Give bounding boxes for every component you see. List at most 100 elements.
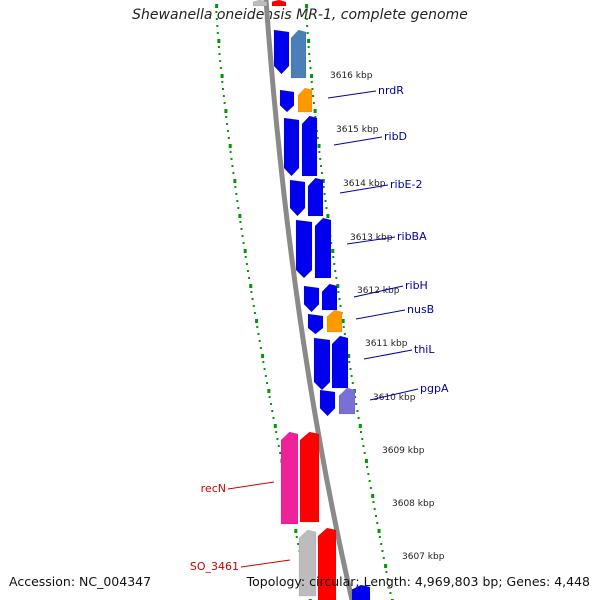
gene-feature-arrow <box>351 584 371 600</box>
gene-feature-arrow <box>298 529 317 597</box>
ring-tick-mark <box>325 207 328 209</box>
ring-tick-mark <box>233 179 237 183</box>
gene-feature-arrow <box>307 177 324 217</box>
ring-tick-mark <box>335 277 338 279</box>
kbp-tick-label: 3607 kbp <box>402 552 445 562</box>
ring-tick-mark <box>310 74 314 78</box>
ring-tick-mark <box>334 270 337 272</box>
ring-tick-mark <box>234 186 237 188</box>
ring-tick-mark <box>378 536 381 538</box>
gene-label: recN <box>201 482 226 495</box>
ring-tick-mark <box>272 417 275 419</box>
ring-tick-mark <box>257 333 260 335</box>
ring-tick-mark <box>277 445 280 447</box>
ring-tick-mark <box>350 375 353 377</box>
ring-tick-mark <box>222 88 225 90</box>
ring-tick-mark <box>255 319 259 323</box>
gene-label: ribBA <box>397 230 427 243</box>
ring-tick-mark <box>322 186 325 188</box>
gene-label: SO_3461 <box>190 560 239 573</box>
ring-tick-mark <box>366 466 369 468</box>
gene-label-leader-line <box>369 388 419 401</box>
ring-tick-mark <box>240 228 243 230</box>
ring-tick-mark <box>320 165 323 167</box>
ring-tick-mark <box>231 165 234 167</box>
ring-tick-mark <box>261 354 265 358</box>
ring-tick-mark <box>368 480 371 482</box>
ring-tick-mark <box>323 193 326 195</box>
ring-tick-mark <box>230 158 233 160</box>
ring-tick-mark <box>216 25 219 27</box>
ring-tick-mark <box>294 529 298 533</box>
kbp-tick-label: 3610 kbp <box>373 393 416 403</box>
ring-tick-mark <box>243 249 247 253</box>
ring-tick-mark <box>249 284 253 288</box>
ring-tick-mark <box>331 249 335 253</box>
gene-feature-arrow <box>317 527 337 600</box>
ring-tick-mark <box>239 221 242 223</box>
ring-tick-mark <box>386 578 389 580</box>
ring-tick-mark <box>267 389 271 393</box>
ring-tick-mark <box>310 81 313 83</box>
gene-feature-arrow <box>252 0 268 7</box>
ring-tick-mark <box>324 200 327 202</box>
ring-tick-mark <box>384 564 388 568</box>
ring-tick-mark <box>308 60 311 62</box>
ring-tick-mark <box>305 18 308 20</box>
kbp-ticks: 3616 kbp 3615 kbp 3614 kbp 3613 kbp 3612 kbp… <box>330 71 445 562</box>
ring-tick-mark <box>262 361 265 363</box>
ring-tick-mark <box>268 396 271 398</box>
gene-feature-arrow <box>338 387 356 415</box>
gene-feature-arrow <box>290 29 307 79</box>
ring-tick-mark <box>220 74 224 78</box>
ring-tick-mark <box>241 235 244 237</box>
gene-label: pgpA <box>420 382 449 395</box>
gene-label-leader-line <box>227 481 275 490</box>
ring-tick-mark <box>351 382 354 384</box>
ring-tick-mark <box>342 326 345 328</box>
ring-tick-mark <box>219 60 222 62</box>
ring-tick-mark <box>362 445 365 447</box>
ring-tick-mark <box>318 151 321 153</box>
ring-tick-mark <box>221 81 224 83</box>
ring-tick-mark <box>373 508 376 510</box>
gene-feature-arrow <box>321 283 338 311</box>
ring-tick-mark <box>305 4 309 8</box>
ring-tick-mark <box>369 487 372 489</box>
ring-tick-mark <box>357 417 360 419</box>
ring-tick-mark <box>363 452 366 454</box>
kbp-tick-label: 3615 kbp <box>336 125 379 135</box>
ring-tick-mark <box>389 592 392 594</box>
ring-tick-mark <box>333 263 336 265</box>
gene-label-leader-line <box>339 184 389 194</box>
ring-tick-mark <box>223 102 226 104</box>
ring-tick-mark <box>377 529 381 533</box>
ring-tick-mark <box>250 291 253 293</box>
ring-tick-mark <box>219 67 222 69</box>
ring-tick-mark <box>226 130 229 132</box>
gene-feature-arrow <box>297 87 313 113</box>
ring-tick-mark <box>229 151 232 153</box>
gene-feature-arrow <box>279 89 295 113</box>
gene-feature-arrow <box>331 335 349 389</box>
kbp-tick-label: 3611 kbp <box>365 339 408 349</box>
gene-label: ribE-2 <box>390 178 422 191</box>
ring-tick-mark <box>242 242 245 244</box>
gene-features <box>252 0 371 600</box>
ring-tick-mark <box>227 137 230 139</box>
ring-tick-mark <box>316 137 319 139</box>
ring-tick-mark <box>385 571 388 573</box>
ring-tick-mark <box>341 319 345 323</box>
ring-tick-mark <box>354 396 357 398</box>
ring-tick-mark <box>266 382 269 384</box>
ring-tick-mark <box>381 550 384 552</box>
gene-label-leader-line <box>363 349 413 360</box>
gene-feature-arrow <box>280 431 299 525</box>
ring-tick-mark <box>336 284 340 288</box>
ring-tick-mark <box>343 333 346 335</box>
gene-label-leader-line <box>327 90 377 99</box>
gene-feature-arrow <box>301 115 318 177</box>
ring-tick-mark <box>349 368 352 370</box>
